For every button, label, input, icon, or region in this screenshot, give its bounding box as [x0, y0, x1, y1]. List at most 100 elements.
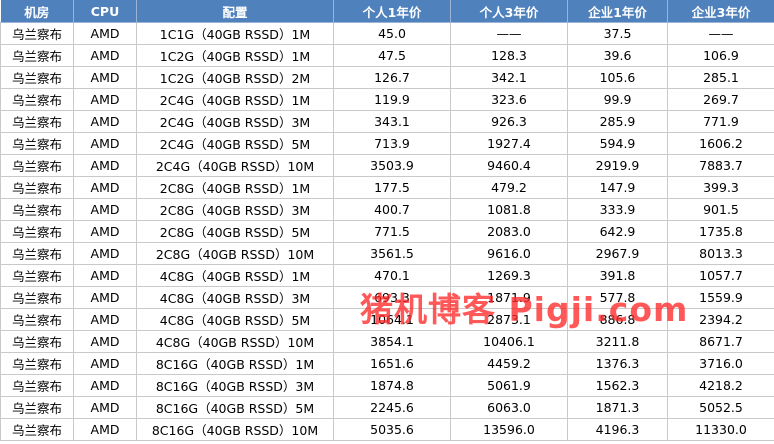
cell-cpu: AMD — [73, 66, 137, 89]
cell-datacenter: 乌兰察布 — [0, 110, 74, 133]
cell-config: 2C8G（40GB RSSD）10M — [136, 242, 334, 265]
cell-enterprise-3yr: 4218.2 — [667, 374, 774, 397]
cell-personal-1yr: 119.9 — [333, 88, 451, 111]
cell-config: 2C4G（40GB RSSD）5M — [136, 132, 334, 155]
cell-config: 8C16G（40GB RSSD）10M — [136, 418, 334, 441]
cell-enterprise-3yr: 269.7 — [667, 88, 774, 111]
header-enterprise-3yr: 企业3年价 — [667, 0, 774, 23]
table-header: 机房 CPU 配置 个人1年价 个人3年价 企业1年价 企业3年价 — [0, 0, 774, 23]
cell-enterprise-3yr: 771.9 — [667, 110, 774, 133]
cell-datacenter: 乌兰察布 — [0, 132, 74, 155]
header-personal-1yr: 个人1年价 — [333, 0, 451, 23]
cell-personal-3yr: 1269.3 — [450, 264, 568, 287]
table-row: 乌兰察布 AMD 8C16G（40GB RSSD）1M 1651.6 4459.2 137… — [0, 352, 774, 375]
cell-enterprise-1yr: 99.9 — [567, 88, 668, 111]
cell-cpu: AMD — [73, 22, 137, 45]
table-row: 乌兰察布 AMD 8C16G（40GB RSSD）5M 2245.6 6063.0 187… — [0, 396, 774, 419]
table-row: 乌兰察布 AMD 1C2G（40GB RSSD）2M 126.7 342.1 105.6 2… — [0, 66, 774, 89]
cell-personal-3yr: 128.3 — [450, 44, 568, 67]
cell-enterprise-1yr: 2967.9 — [567, 242, 668, 265]
cell-enterprise-3yr: 11330.0 — [667, 418, 774, 441]
cell-enterprise-3yr: —— — [667, 22, 774, 45]
cell-cpu: AMD — [73, 418, 137, 441]
cell-enterprise-3yr: 285.1 — [667, 66, 774, 89]
cell-personal-1yr: 3561.5 — [333, 242, 451, 265]
cell-personal-3yr: 5061.9 — [450, 374, 568, 397]
cell-enterprise-1yr: 37.5 — [567, 22, 668, 45]
cell-enterprise-1yr: 391.8 — [567, 264, 668, 287]
table-row: 乌兰察布 AMD 2C8G（40GB RSSD）3M 400.7 1081.8 333.9… — [0, 198, 774, 221]
cell-personal-3yr: 479.2 — [450, 176, 568, 199]
cell-personal-3yr: 926.3 — [450, 110, 568, 133]
cell-personal-3yr: 4459.2 — [450, 352, 568, 375]
cell-datacenter: 乌兰察布 — [0, 286, 74, 309]
cell-datacenter: 乌兰察布 — [0, 88, 74, 111]
cell-datacenter: 乌兰察布 — [0, 352, 74, 375]
cell-enterprise-1yr: 285.9 — [567, 110, 668, 133]
table-row: 乌兰察布 AMD 8C16G（40GB RSSD）10M 5035.6 13596.0 4… — [0, 418, 774, 441]
cell-personal-1yr: 126.7 — [333, 66, 451, 89]
cell-datacenter: 乌兰察布 — [0, 418, 74, 441]
table-body: 乌兰察布 AMD 1C1G（40GB RSSD）1M 45.0 —— 37.5 —— 乌兰察布… — [0, 22, 774, 441]
cell-enterprise-1yr: 333.9 — [567, 198, 668, 221]
cell-enterprise-3yr: 8671.7 — [667, 330, 774, 353]
cell-personal-3yr: —— — [450, 22, 568, 45]
cell-personal-1yr: 2245.6 — [333, 396, 451, 419]
cell-cpu: AMD — [73, 242, 137, 265]
cell-personal-1yr: 470.1 — [333, 264, 451, 287]
cell-cpu: AMD — [73, 154, 137, 177]
cell-datacenter: 乌兰察布 — [0, 330, 74, 353]
cell-personal-1yr: 1874.8 — [333, 374, 451, 397]
cell-cpu: AMD — [73, 220, 137, 243]
cell-enterprise-1yr: 886.8 — [567, 308, 668, 331]
cell-personal-3yr: 323.6 — [450, 88, 568, 111]
cell-enterprise-3yr: 399.3 — [667, 176, 774, 199]
cell-enterprise-1yr: 1376.3 — [567, 352, 668, 375]
cell-config: 8C16G（40GB RSSD）1M — [136, 352, 334, 375]
cell-enterprise-3yr: 106.9 — [667, 44, 774, 67]
table-row: 乌兰察布 AMD 2C8G（40GB RSSD）1M 177.5 479.2 147.9 3… — [0, 176, 774, 199]
table-row: 乌兰察布 AMD 2C4G（40GB RSSD）1M 119.9 323.6 99.9 26… — [0, 88, 774, 111]
header-row: 机房 CPU 配置 个人1年价 个人3年价 企业1年价 企业3年价 — [0, 0, 774, 23]
cell-cpu: AMD — [73, 110, 137, 133]
table-row: 乌兰察布 AMD 2C8G（40GB RSSD）10M 3561.5 9616.0 296… — [0, 242, 774, 265]
cell-enterprise-3yr: 2394.2 — [667, 308, 774, 331]
cell-config: 8C16G（40GB RSSD）3M — [136, 374, 334, 397]
cell-enterprise-1yr: 147.9 — [567, 176, 668, 199]
table-row: 乌兰察布 AMD 4C8G（40GB RSSD）5M 1064.1 2873.1 886.… — [0, 308, 774, 331]
cell-enterprise-3yr: 901.5 — [667, 198, 774, 221]
cell-enterprise-3yr: 5052.5 — [667, 396, 774, 419]
cell-enterprise-1yr: 594.9 — [567, 132, 668, 155]
table-row: 乌兰察布 AMD 8C16G（40GB RSSD）3M 1874.8 5061.9 156… — [0, 374, 774, 397]
table-row: 乌兰察布 AMD 1C2G（40GB RSSD）1M 47.5 128.3 39.6 106… — [0, 44, 774, 67]
cell-personal-1yr: 1064.1 — [333, 308, 451, 331]
cell-cpu: AMD — [73, 198, 137, 221]
cell-datacenter: 乌兰察布 — [0, 66, 74, 89]
cell-cpu: AMD — [73, 352, 137, 375]
header-enterprise-1yr: 企业1年价 — [567, 0, 668, 23]
cell-datacenter: 乌兰察布 — [0, 242, 74, 265]
cell-datacenter: 乌兰察布 — [0, 374, 74, 397]
cell-enterprise-3yr: 8013.3 — [667, 242, 774, 265]
cell-enterprise-1yr: 642.9 — [567, 220, 668, 243]
cell-enterprise-1yr: 2919.9 — [567, 154, 668, 177]
cell-personal-1yr: 693.3 — [333, 286, 451, 309]
cell-config: 4C8G（40GB RSSD）3M — [136, 286, 334, 309]
cell-enterprise-3yr: 1606.2 — [667, 132, 774, 155]
cell-personal-1yr: 47.5 — [333, 44, 451, 67]
cell-datacenter: 乌兰察布 — [0, 22, 74, 45]
cell-enterprise-1yr: 577.8 — [567, 286, 668, 309]
cell-enterprise-3yr: 1559.9 — [667, 286, 774, 309]
cell-config: 1C1G（40GB RSSD）1M — [136, 22, 334, 45]
cell-config: 4C8G（40GB RSSD）5M — [136, 308, 334, 331]
cell-cpu: AMD — [73, 88, 137, 111]
cell-personal-3yr: 342.1 — [450, 66, 568, 89]
cell-config: 4C8G（40GB RSSD）10M — [136, 330, 334, 353]
cell-personal-1yr: 5035.6 — [333, 418, 451, 441]
cell-enterprise-1yr: 1871.3 — [567, 396, 668, 419]
table-row: 乌兰察布 AMD 2C4G（40GB RSSD）5M 713.9 1927.4 594.9… — [0, 132, 774, 155]
cell-personal-3yr: 1081.8 — [450, 198, 568, 221]
header-cpu: CPU — [73, 0, 137, 23]
cell-cpu: AMD — [73, 176, 137, 199]
